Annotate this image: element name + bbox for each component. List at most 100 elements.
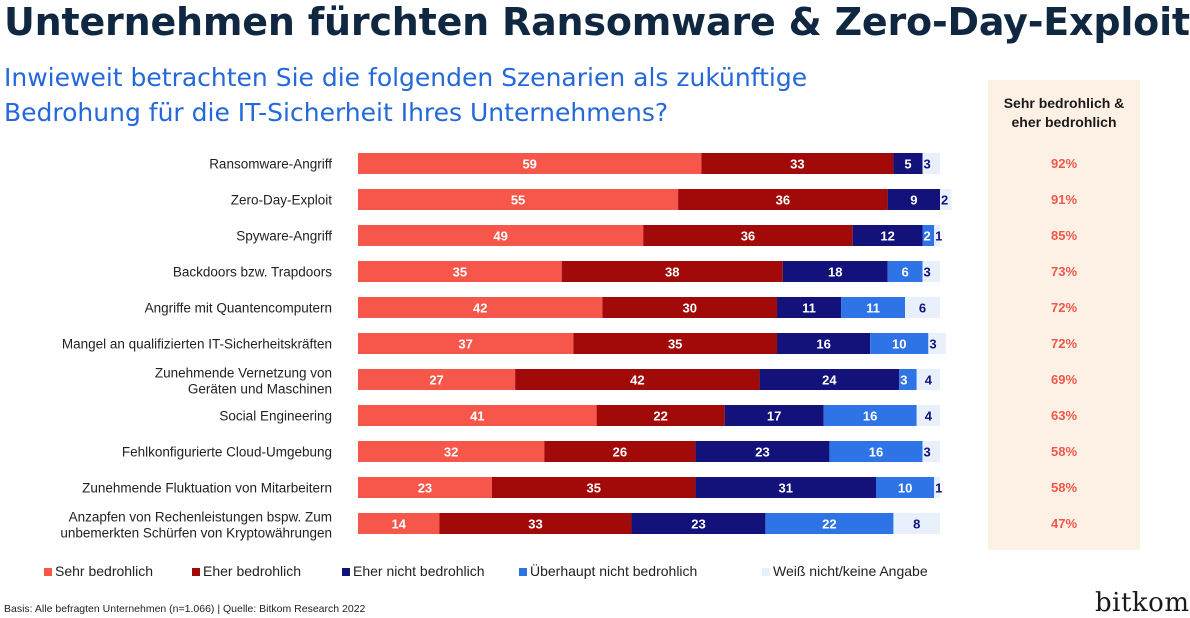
bar-segment [643,225,853,246]
subtitle-line: Bedrohung für die IT-Sicherheit Ihres Un… [4,98,669,127]
bar-segment [916,369,940,390]
bar-segment [358,297,603,318]
bar-segment [358,333,574,354]
bar-value-label: 35 [453,265,467,280]
bar-segment [358,153,702,174]
bar-value-label: 27 [429,373,443,388]
summary-value: 69% [1050,371,1078,387]
bar-value-label: 16 [816,337,830,352]
bar-segment [701,153,894,174]
bar-value-label: 36 [776,193,790,208]
bar-segment [782,261,888,282]
bar-value-label: 30 [683,301,697,316]
bar-value-label: 6 [901,265,908,280]
bar-segment [544,441,696,462]
bar-value-label: 32 [444,445,458,460]
bar-segment [875,477,935,498]
bar-value-label: 11 [802,301,816,316]
bar-value-label: 49 [493,229,507,244]
page-subtitle: Inwieweit betrachten Sie die folgenden S… [4,60,904,130]
bar-value-label: 23 [755,445,769,460]
legend-swatch [192,568,200,576]
bar-value-label: 41 [470,409,484,424]
bar-value-label: 16 [863,409,877,424]
legend-label: Eher bedrohlich [203,563,302,579]
bar-segment [905,297,940,318]
summary-value: 92% [1050,155,1078,171]
summary-value: 58% [1050,479,1078,495]
source-note: Basis: Alle befragten Unternehmen (n=1.0… [4,603,366,615]
bar-segment [678,189,888,210]
bar-value-label: 1 [935,481,942,496]
bar-value-label: 36 [741,229,755,244]
bitkom-logo: bitkom [1095,588,1190,618]
category-label: Ransomware-Angriff [209,157,332,172]
bar-segment [358,225,644,246]
summary-value: 72% [1050,335,1078,351]
bar-segment [777,297,842,318]
summary-value: 58% [1050,443,1078,459]
bar-value-label: 35 [668,337,682,352]
bar-segment [515,369,760,390]
legend-label: Sehr bedrohlich [55,563,154,579]
bar-segment [358,369,516,390]
bar-segment [893,153,923,174]
category-label: Backdoors bzw. Trapdoors [173,265,332,280]
stacked-bar-chart: Ransomware-Angriff 59 33 5 3Zero-Day-Exploit… [60,153,952,541]
bar-segment [759,369,900,390]
bar-value-label: 9 [910,193,917,208]
summary-header-line: Sehr bedrohlich & [1003,95,1125,111]
bar-value-label: 26 [613,445,627,460]
bar-segment [358,513,440,534]
bar-segment [695,477,876,498]
bar-value-label: 11 [866,301,880,316]
category-label: Anzapfen von Rechenleistungen bspw. Zum u… [60,510,332,541]
summary-header: Sehr bedrohlich & eher bedrohlich [988,94,1140,132]
category-label: Zunehmende Vernetzung von Geräten und Mas… [155,366,332,397]
bar-segment [928,333,946,354]
bar-value-label: 3 [924,265,931,280]
summary-value: 85% [1050,227,1078,243]
legend-swatch [519,568,527,576]
legend-item: Eher bedrohlich [192,563,301,579]
summary-value: 72% [1050,299,1078,315]
bar-value-label: 3 [924,445,931,460]
category-label: Social Engineering [219,409,332,424]
bar-segment [695,441,830,462]
bar-value-label: 55 [511,193,525,208]
bar-segment [934,225,940,246]
bar-value-label: 14 [392,517,407,532]
bar-segment [916,405,940,426]
bar-segment [899,369,917,390]
summary-panel: Sehr bedrohlich & eher bedrohlich 92% 91%… [988,80,1140,550]
bar-value-label: 23 [691,517,705,532]
summary-header-line: eher bedrohlich [1011,114,1117,130]
bar-segment [777,333,871,354]
bar-value-label: 24 [822,373,837,388]
bar-segment [887,261,923,282]
bar-value-label: 33 [790,157,804,172]
category-label: Fehlkonfigurierte Cloud-Umgebung [122,445,332,460]
bar-value-label: 59 [522,157,536,172]
bar-value-label: 42 [630,373,644,388]
bar-segment [934,477,940,498]
bar-segment [887,189,940,210]
bar-value-label: 35 [586,481,600,496]
bar-value-label: 10 [892,337,906,352]
bar-value-label: 8 [913,517,920,532]
bar-value-label: 1 [935,229,942,244]
bar-segment [841,297,906,318]
bar-value-label: 31 [779,481,793,496]
legend-swatch [44,568,52,576]
bar-value-label: 2 [941,193,948,208]
bar-value-label: 2 [924,229,931,244]
bar-value-label: 5 [904,157,911,172]
bar-segment [358,477,492,498]
bar-value-label: 42 [473,301,487,316]
bar-segment [439,513,632,534]
bar-value-label: 18 [828,265,842,280]
bar-segment [852,225,923,246]
bar-segment [922,225,935,246]
bar-value-label: 3 [929,337,936,352]
bar-value-label: 22 [653,409,667,424]
